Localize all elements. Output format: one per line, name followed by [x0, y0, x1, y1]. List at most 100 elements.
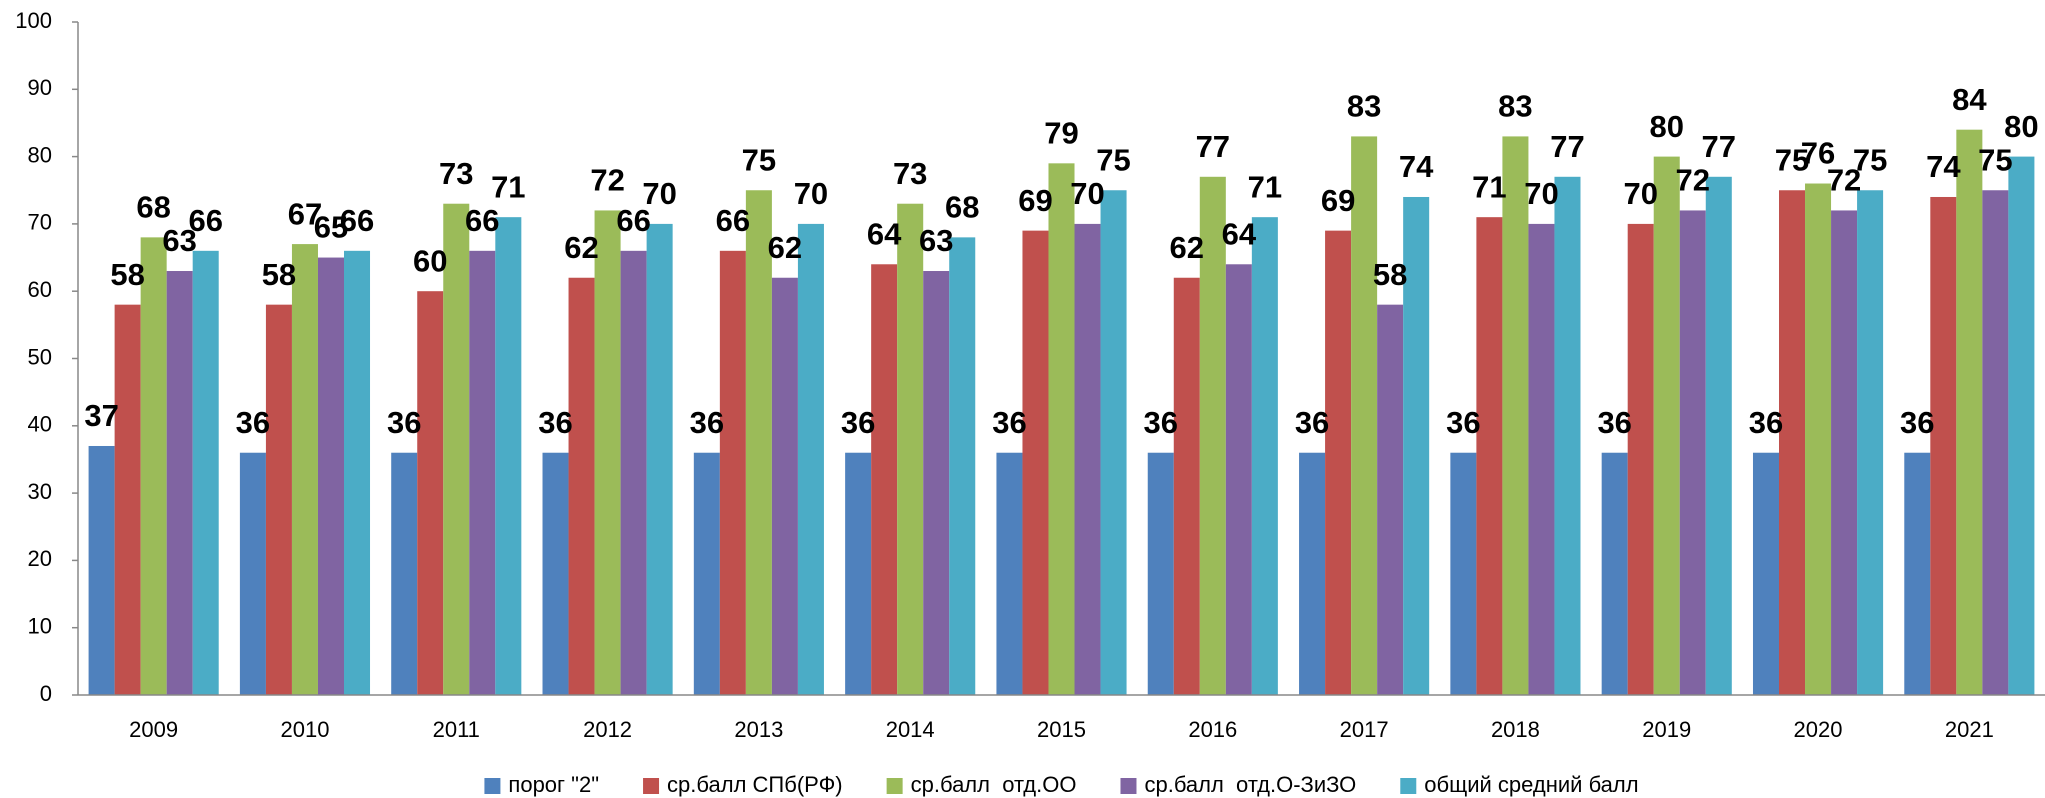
bar [1930, 196, 1957, 696]
x-tick-label: 2011 [433, 717, 480, 742]
bar [1074, 223, 1101, 695]
bar [1022, 230, 1049, 695]
bar [192, 250, 219, 695]
data-label: 58 [110, 257, 144, 292]
bar [1147, 452, 1174, 695]
x-tick-label: 2020 [1794, 717, 1843, 742]
legend-swatch [1400, 778, 1417, 794]
x-tick-label: 2009 [129, 717, 178, 742]
bar [140, 237, 167, 696]
data-label: 76 [1801, 136, 1835, 171]
data-label: 36 [236, 405, 270, 440]
x-tick-label: 2012 [583, 717, 632, 742]
x-tick-label: 2010 [280, 717, 329, 742]
data-label: 36 [538, 405, 572, 440]
data-label: 69 [1321, 183, 1355, 218]
bar [1173, 277, 1200, 695]
legend-swatch [643, 778, 660, 794]
bar [417, 291, 444, 695]
bar [1904, 452, 1931, 695]
data-label: 65 [314, 210, 348, 245]
data-label: 68 [136, 190, 170, 225]
data-label: 37 [84, 398, 118, 433]
legend-swatch [886, 778, 903, 794]
bar [1528, 223, 1555, 695]
data-label: 74 [1926, 149, 1961, 184]
data-label: 70 [1524, 176, 1558, 211]
y-tick-label: 70 [28, 210, 52, 235]
data-label: 36 [1900, 405, 1934, 440]
data-label: 72 [1827, 163, 1861, 198]
bar [1805, 183, 1832, 695]
data-label: 66 [465, 203, 499, 238]
bar [594, 210, 621, 695]
y-tick-label: 10 [28, 614, 52, 639]
bar [646, 223, 673, 695]
bar [1653, 156, 1680, 696]
data-label: 60 [413, 243, 447, 278]
bar [1627, 223, 1654, 695]
legend-swatch [484, 778, 501, 794]
x-tick-label: 2015 [1037, 717, 1086, 742]
y-tick-label: 60 [28, 277, 52, 302]
data-label: 71 [1472, 169, 1506, 204]
data-label: 83 [1498, 89, 1532, 124]
data-label: 36 [1597, 405, 1631, 440]
data-label: 64 [1222, 216, 1257, 251]
bar [1601, 452, 1628, 695]
data-label: 75 [742, 142, 776, 177]
bar [265, 304, 292, 695]
data-label: 68 [945, 190, 979, 225]
bar [693, 452, 720, 695]
data-label: 67 [288, 196, 322, 231]
bar [317, 257, 344, 695]
bar [469, 250, 496, 695]
bar [1679, 210, 1706, 695]
data-label: 75 [1978, 142, 2012, 177]
bar [343, 250, 371, 695]
data-label: 36 [992, 405, 1026, 440]
bar [923, 271, 950, 695]
data-label: 77 [1702, 129, 1736, 164]
data-label: 66 [340, 203, 374, 238]
data-label: 75 [1853, 142, 1887, 177]
data-label: 80 [2004, 109, 2038, 144]
bar [1225, 264, 1252, 695]
data-label: 72 [1676, 163, 1710, 198]
legend-label: ср.балл СПб(РФ) [667, 772, 843, 797]
bar [745, 190, 772, 695]
data-label: 80 [1649, 109, 1683, 144]
y-tick-label: 100 [15, 8, 52, 33]
data-label: 75 [1096, 142, 1130, 177]
bar [719, 250, 746, 695]
data-label: 62 [768, 230, 802, 265]
bar [1705, 176, 1732, 696]
data-label: 77 [1550, 129, 1584, 164]
y-tick-label: 90 [28, 75, 52, 100]
y-tick-label: 80 [28, 142, 52, 167]
data-label: 71 [1248, 169, 1282, 204]
bar [2008, 156, 2035, 696]
data-label: 69 [1018, 183, 1052, 218]
data-label: 66 [188, 203, 222, 238]
x-tick-label: 2018 [1491, 717, 1540, 742]
bar [542, 452, 569, 695]
bar [291, 244, 318, 695]
data-label: 72 [590, 163, 624, 198]
data-label: 71 [491, 169, 525, 204]
bar [1450, 452, 1477, 695]
bar [495, 217, 522, 696]
data-label: 64 [867, 216, 902, 251]
bar [845, 452, 872, 695]
bar [1403, 196, 1430, 696]
data-label: 36 [690, 405, 724, 440]
legend-swatch [1120, 778, 1137, 794]
y-tick-label: 0 [40, 681, 52, 706]
bar [1982, 190, 2009, 695]
data-label: 36 [841, 405, 875, 440]
bar [1554, 176, 1581, 696]
data-label: 73 [893, 156, 927, 191]
x-tick-label: 2013 [734, 717, 783, 742]
bar [897, 203, 924, 695]
data-label: 62 [1170, 230, 1204, 265]
